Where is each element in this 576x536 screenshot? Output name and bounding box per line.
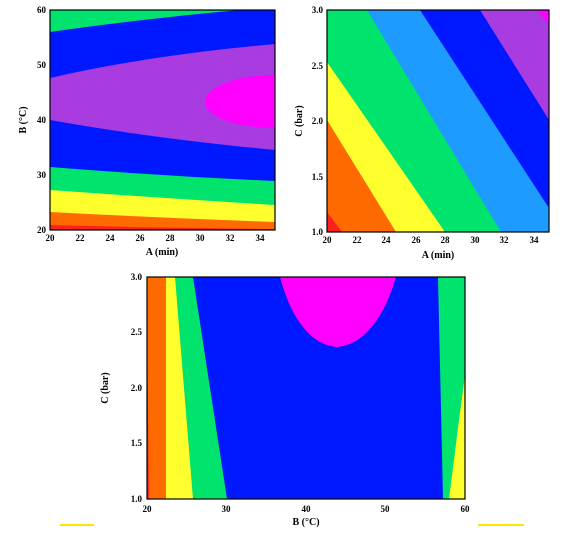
y-tick: 1.5 [312,172,324,182]
x-axis-label: B (°C) [292,517,319,528]
region-magenta [280,277,396,347]
x-tick: 20 [46,233,56,243]
x-tick: 40 [302,504,312,514]
y-tick: 20 [37,225,47,235]
y-tick: 1.0 [131,494,143,504]
y-axis-label: C (bar) [100,372,111,403]
y-axis-label: C (bar) [294,105,305,136]
stray-mark-left [60,524,94,526]
panel-a-b: 20 22 24 26 28 30 32 34 20 30 40 50 60 A… [18,5,276,258]
x-tick: 32 [226,233,236,243]
y-tick: 3.0 [312,5,324,15]
y-tick: 2.5 [131,327,143,337]
x-tick: 30 [196,233,206,243]
x-tick: 26 [412,235,422,245]
y-tick: 60 [37,5,47,15]
panel-a-c-contours [327,10,549,232]
x-tick: 22 [76,233,86,243]
panel-a-c-x-ticks: 20 22 24 26 28 30 32 34 [323,235,540,245]
x-tick: 24 [106,233,116,243]
panel-a-b-contours [50,10,275,230]
region-blue-upper [50,10,275,78]
panel-a-b-y-ticks: 20 30 40 50 60 [37,5,47,235]
y-tick: 3.0 [131,272,143,282]
y-tick: 2.5 [312,61,324,71]
y-tick: 1.0 [312,227,324,237]
panel-a-b-frame [49,9,276,231]
panel-b-c: 20 30 40 50 60 1.0 1.5 2.0 2.5 3.0 B (°C… [100,272,470,528]
y-tick: 2.0 [312,116,324,126]
x-tick: 34 [256,233,266,243]
x-tick: 30 [222,504,232,514]
x-tick: 60 [461,504,471,514]
panel-b-c-contours [147,277,465,499]
x-tick: 26 [136,233,146,243]
y-axis-label: B (°C) [18,106,29,133]
x-tick: 34 [530,235,540,245]
y-tick: 40 [37,115,47,125]
region-blue-center [230,277,437,499]
region-red [327,212,342,232]
x-tick: 28 [441,235,451,245]
x-axis-label: A (min) [146,247,179,258]
x-tick: 22 [353,235,363,245]
x-tick: 20 [323,235,333,245]
x-tick: 50 [381,504,391,514]
x-tick: 28 [166,233,176,243]
x-axis-label: A (min) [422,250,455,261]
x-tick: 24 [382,235,392,245]
panel-b-c-frame [146,276,466,500]
x-tick: 20 [143,504,153,514]
region-magenta [205,75,275,128]
panel-a-c-frame [326,9,550,233]
panel-b-c-x-ticks: 20 30 40 50 60 [143,504,471,514]
x-tick: 32 [500,235,510,245]
region-green-top [50,10,240,32]
panel-b-c-y-ticks: 1.0 1.5 2.0 2.5 3.0 [131,272,143,504]
y-tick: 30 [37,170,47,180]
stray-mark-right [478,524,524,526]
panel-a-c: 20 22 24 26 28 30 32 34 1.0 1.5 2.0 2.5 … [294,5,550,261]
y-tick: 1.5 [131,438,143,448]
panel-a-b-x-ticks: 20 22 24 26 28 30 32 34 [46,233,266,243]
y-tick: 2.0 [131,383,143,393]
y-tick: 50 [37,60,47,70]
x-tick: 30 [471,235,481,245]
panel-a-c-y-ticks: 1.0 1.5 2.0 2.5 3.0 [312,5,324,237]
region-orange [327,120,396,232]
